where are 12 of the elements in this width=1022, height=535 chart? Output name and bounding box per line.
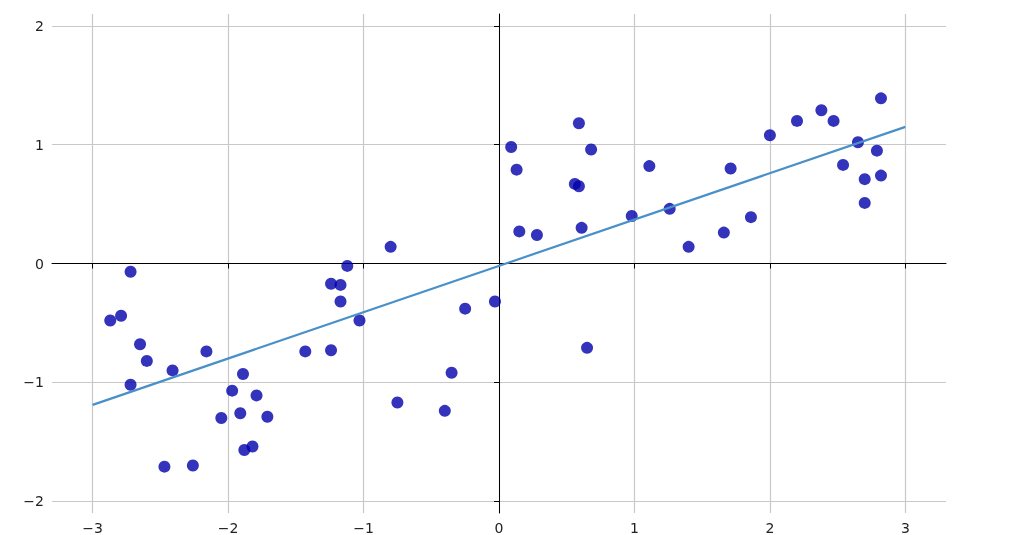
x-tick-label: 1 — [629, 520, 639, 535]
x-tick-label: −1 — [353, 520, 374, 535]
y-tick-label: 0 — [35, 255, 44, 272]
y-tick-label: 1 — [35, 136, 44, 153]
y-tick-label: −2 — [23, 493, 44, 510]
x-tick-label: 0 — [494, 520, 504, 535]
x-tick-label: −3 — [82, 520, 103, 535]
y-tick-label: −1 — [23, 374, 44, 391]
x-tick-label: −2 — [217, 520, 239, 535]
x-tick-label: 2 — [765, 520, 775, 535]
x-tick-label: 3 — [900, 520, 910, 535]
y-tick-label: 2 — [35, 17, 44, 34]
